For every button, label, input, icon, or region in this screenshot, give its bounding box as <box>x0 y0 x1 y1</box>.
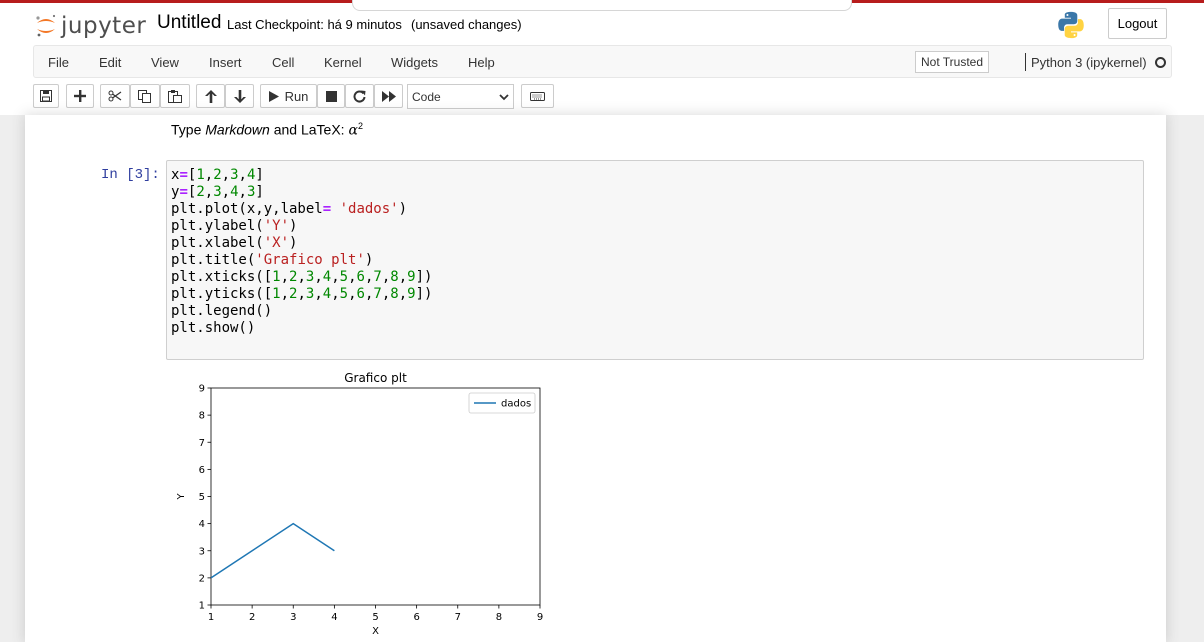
x-tick-label: 3 <box>290 612 296 623</box>
menu-insert[interactable]: Insert <box>209 55 242 70</box>
y-tick-label: 9 <box>199 384 205 395</box>
menu-help[interactable]: Help <box>468 55 495 70</box>
code-line: x=[1,2,3,4] <box>171 167 264 183</box>
md-prefix: Type <box>171 121 202 138</box>
legend-label: dados <box>501 399 531 410</box>
kernel-divider <box>1025 53 1026 71</box>
code-line: plt.xticks([1,2,3,4,5,6,7,8,9]) <box>171 269 433 285</box>
y-tick-label: 6 <box>199 465 205 476</box>
x-tick-label: 9 <box>537 612 543 623</box>
plus-icon <box>74 90 86 102</box>
run-icon <box>268 90 279 102</box>
x-tick-label: 5 <box>372 612 378 623</box>
md-emphasis: Markdown <box>205 121 270 138</box>
x-axis-label: X <box>372 626 379 637</box>
menubar: File Edit View Insert Cell Kernel Widget… <box>33 45 1172 78</box>
code-line: plt.title('Grafico plt') <box>171 252 374 268</box>
md-math: α <box>348 122 358 139</box>
jupyter-logo-icon <box>36 14 56 37</box>
save-button[interactable] <box>33 84 59 108</box>
series-line-dados <box>210 522 335 579</box>
code-line: y=[2,3,4,3] <box>171 184 264 200</box>
legend-box <box>468 392 536 414</box>
menu-kernel[interactable]: Kernel <box>324 55 362 70</box>
x-tick-label: 4 <box>331 612 337 623</box>
menu-edit[interactable]: Edit <box>99 55 122 70</box>
code-line: plt.ylabel('Y') <box>171 218 298 234</box>
jupyter-logo[interactable]: jupyter <box>35 11 146 41</box>
menu-file[interactable]: File <box>48 55 69 70</box>
save-icon <box>40 90 52 102</box>
markdown-cell[interactable]: Type Markdown and LaTeX: α2 <box>171 121 363 139</box>
y-tick-label: 4 <box>199 519 205 530</box>
x-tick-label: 8 <box>496 612 502 623</box>
menu-widgets[interactable]: Widgets <box>391 55 438 70</box>
y-tick-label: 8 <box>199 411 205 422</box>
kernel-idle-indicator <box>1155 57 1166 68</box>
kernel-name[interactable]: Python 3 (ipykernel) <box>1031 55 1147 70</box>
y-tick-label: 3 <box>199 546 205 557</box>
code-line: plt.show() <box>171 320 256 336</box>
stop-icon <box>325 90 337 102</box>
menu-cell[interactable]: Cell <box>272 55 295 70</box>
run-button[interactable]: Run <box>260 84 317 108</box>
python-logo-icon <box>1058 11 1084 39</box>
x-tick-label: 2 <box>249 612 255 623</box>
insert-cell-button[interactable] <box>66 84 94 108</box>
cut-button[interactable] <box>100 84 130 108</box>
restart-button[interactable] <box>345 84 374 108</box>
y-tick-label: 7 <box>199 438 205 449</box>
cell-type-select[interactable]: Code <box>407 84 514 109</box>
cut-icon <box>108 90 122 102</box>
restart-run-all-button[interactable] <box>374 84 403 108</box>
run-label: Run <box>284 88 309 104</box>
paste-button[interactable] <box>160 84 190 108</box>
notebook-title[interactable]: Untitled <box>157 12 222 33</box>
code-line: plt.yticks([1,2,3,4,5,6,7,8,9]) <box>171 286 433 302</box>
md-middle: and LaTeX: <box>273 121 345 138</box>
move-down-button[interactable] <box>225 84 254 108</box>
arrow-down-icon <box>233 89 246 103</box>
arrow-up-icon <box>204 89 217 103</box>
restart-icon <box>353 90 366 103</box>
chevron-down-icon <box>499 94 509 101</box>
x-tick-label: 6 <box>413 612 419 623</box>
checkpoint-status: Last Checkpoint: há 9 minutos <box>227 17 402 32</box>
copy-icon <box>138 89 151 103</box>
menu-view[interactable]: View <box>151 55 179 70</box>
y-axis-label: Y <box>176 493 187 501</box>
code-content: x=[1,2,3,4] y=[2,3,4,3] plt.plot(x,y,label… <box>171 167 432 337</box>
code-line: plt.legend() <box>171 303 273 319</box>
code-line: plt.xlabel('X') <box>171 235 298 251</box>
trust-button[interactable]: Not Trusted <box>915 51 989 73</box>
move-up-button[interactable] <box>196 84 225 108</box>
y-tick-label: 2 <box>199 573 205 584</box>
logo-text: jupyter <box>61 13 147 39</box>
command-palette-button[interactable] <box>521 84 554 108</box>
code-line: plt.plot(x,y,label= 'dados') <box>171 201 408 217</box>
cell-type-value: Code <box>412 89 441 104</box>
interrupt-button[interactable] <box>317 84 345 108</box>
browser-tab-overlay <box>352 0 852 11</box>
x-tick-label: 1 <box>208 612 214 623</box>
input-prompt: In [3]: <box>101 167 160 183</box>
y-tick-label: 1 <box>199 601 205 612</box>
plot-frame <box>210 387 541 606</box>
x-tick-label: 7 <box>455 612 461 623</box>
keyboard-icon <box>530 91 545 101</box>
chart-title: Grafico plt <box>344 371 407 385</box>
logout-button[interactable]: Logout <box>1108 8 1167 39</box>
fast-forward-icon <box>381 90 396 102</box>
code-cell-editor[interactable]: x=[1,2,3,4] y=[2,3,4,3] plt.plot(x,y,label… <box>166 160 1144 360</box>
md-math-sup: 2 <box>357 121 363 131</box>
y-tick-label: 5 <box>199 492 205 503</box>
notebook-container: Type Markdown and LaTeX: α2 In [3]: x=[1… <box>25 115 1166 642</box>
unsaved-indicator: (unsaved changes) <box>411 17 522 32</box>
copy-button[interactable] <box>130 84 160 108</box>
paste-icon <box>168 89 182 103</box>
